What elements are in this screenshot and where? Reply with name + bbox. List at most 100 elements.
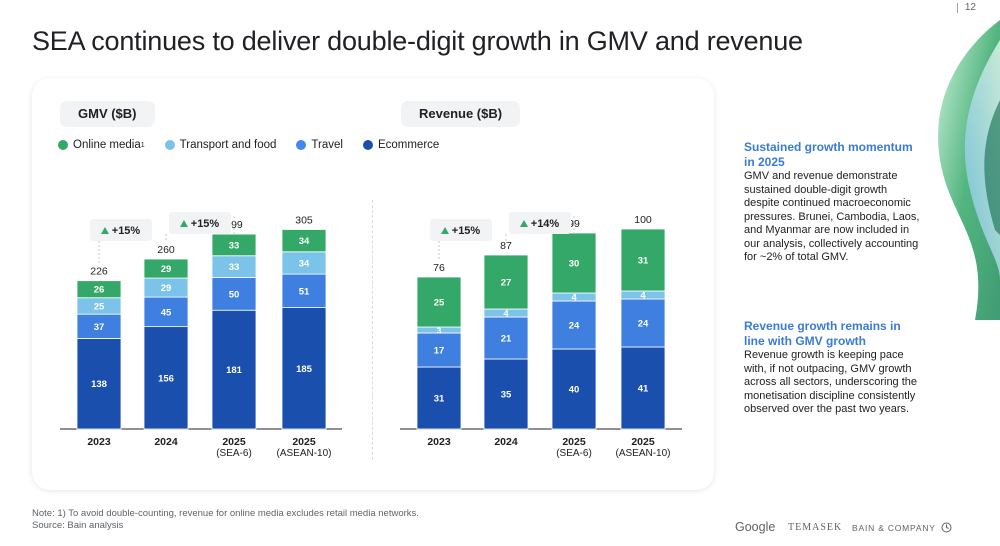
legend-item-travel: Travel — [296, 139, 343, 151]
revenue-bar-travel-2 — [551, 300, 597, 350]
legend-label-transport-food: Transport and food — [179, 139, 277, 151]
revenue-data-label-transport-3: 4 — [640, 291, 646, 302]
travel-swatch-icon — [296, 140, 307, 150]
revenue-bar-ecommerce-2 — [551, 348, 597, 430]
revenue-bar-travel-1 — [483, 316, 529, 360]
gmv-bar-travel-0 — [76, 313, 122, 339]
revenue-total-label-0: 76 — [433, 262, 445, 274]
gmv-data-label-travel-3: 51 — [299, 286, 310, 297]
gmv-growth-badge-0 — [90, 219, 152, 241]
revenue-bar-ecommerce-1 — [483, 358, 529, 430]
gmv-data-label-travel-1: 45 — [161, 307, 172, 318]
chart-divider — [372, 200, 373, 460]
revenue-data-label-online-2: 30 — [569, 259, 580, 270]
revenue-growth-up-icon-0 — [441, 227, 449, 234]
revenue-data-label-transport-2: 4 — [571, 293, 577, 304]
revenue-growth-badge-0 — [430, 219, 492, 241]
legend-label-ecommerce: Ecommerce — [377, 139, 440, 151]
gmv-tick-label-3-1: (ASEAN-10) — [276, 448, 331, 459]
footnote-note: Note: 1) To avoid double-counting, reven… — [32, 508, 419, 519]
chart-legend: Online media 1 Transport and food Travel … — [58, 139, 459, 151]
revenue-total-label-1: 87 — [500, 240, 512, 252]
revenue-bar-ecommerce-0 — [416, 366, 462, 430]
insight-text-1: GMV and revenue demonstrate sustained do… — [744, 170, 920, 263]
gmv-growth-up-icon-1 — [180, 220, 188, 227]
gmv-chart-label: GMV ($B) — [60, 101, 155, 127]
revenue-bar-online-3 — [620, 228, 666, 292]
revenue-growth-badge-1 — [509, 212, 571, 234]
revenue-data-label-ecommerce-0: 31 — [434, 394, 445, 405]
gmv-total-label-1: 260 — [157, 244, 175, 256]
revenue-data-label-online-1: 27 — [501, 278, 512, 289]
revenue-data-label-ecommerce-3: 41 — [638, 384, 649, 395]
gmv-bar-ecommerce-1 — [143, 326, 189, 430]
legend-label-travel: Travel — [311, 139, 343, 151]
gmv-tick-label-2-1: (SEA-6) — [216, 448, 252, 459]
revenue-data-label-online-3: 31 — [638, 256, 649, 267]
gmv-data-label-transport-3: 34 — [299, 258, 310, 269]
insight-block-2: Revenue growth remains in line with GMV … — [744, 319, 920, 417]
insight-heading-1: Sustained growth momentum in 2025 — [744, 140, 913, 169]
revenue-tick-label-3-0: 2025 — [631, 436, 655, 448]
gmv-data-label-travel-2: 50 — [229, 289, 240, 300]
gmv-tick-label-1-0: 2024 — [154, 436, 178, 448]
gmv-data-label-online-3: 34 — [299, 236, 310, 247]
gmv-data-label-travel-0: 37 — [94, 322, 105, 333]
gmv-bar-ecommerce-2 — [211, 309, 257, 430]
footnote: Note: 1) To avoid double-counting, reven… — [32, 508, 419, 532]
ecommerce-swatch-icon — [362, 140, 373, 150]
revenue-bar-travel-3 — [620, 298, 666, 348]
revenue-tick-label-1-0: 2024 — [494, 436, 518, 448]
gmv-tick-label-2-0: 2025 — [222, 436, 246, 448]
bain-circle-icon — [941, 522, 952, 533]
legend-item-ecommerce: Ecommerce — [362, 139, 440, 151]
footnote-source: Source: Bain analysis — [32, 520, 124, 531]
revenue-bar-online-1 — [483, 254, 529, 310]
revenue-chart-label: Revenue ($B) — [401, 101, 521, 127]
gmv-bar-online-0 — [76, 280, 122, 299]
gmv-bar-online-1 — [143, 258, 189, 279]
gmv-growth-badge-1 — [169, 212, 231, 234]
legend-item-transport-food: Transport and food — [164, 139, 277, 151]
revenue-bar-ecommerce-3 — [620, 346, 666, 430]
revenue-tick-label-2-1: (SEA-6) — [556, 448, 592, 459]
gmv-data-label-transport-2: 33 — [229, 262, 240, 273]
gmv-total-label-0: 226 — [90, 266, 108, 278]
gmv-growth-label-1: +15% — [191, 218, 220, 230]
revenue-bar-online-0 — [416, 276, 462, 328]
gmv-bar-travel-2 — [211, 277, 257, 311]
gmv-tick-label-3-0: 2025 — [292, 436, 316, 448]
gmv-growth-label-0: +15% — [112, 225, 141, 237]
online-media-swatch-icon — [58, 140, 68, 150]
gmv-data-label-ecommerce-3: 185 — [296, 364, 313, 375]
revenue-data-label-travel-1: 21 — [501, 334, 512, 345]
revenue-tick-label-3-1: (ASEAN-10) — [615, 448, 670, 459]
bain-logo: BAIN & COMPANY — [852, 523, 936, 533]
page-title: SEA continues to deliver double-digit gr… — [32, 26, 803, 56]
gmv-growth-up-icon-0 — [101, 227, 109, 234]
revenue-data-label-travel-2: 24 — [569, 321, 580, 332]
revenue-data-label-ecommerce-1: 35 — [501, 390, 512, 401]
revenue-data-label-travel-3: 24 — [638, 319, 649, 330]
revenue-tick-label-0-0: 2023 — [427, 436, 451, 448]
google-logo: Google — [735, 520, 776, 534]
revenue-growth-label-0: +15% — [452, 225, 481, 237]
gmv-data-label-online-2: 33 — [229, 240, 240, 251]
revenue-data-label-transport-1: 4 — [503, 309, 509, 320]
gmv-data-label-online-1: 29 — [161, 264, 172, 275]
page-number: 12 — [956, 2, 976, 13]
decorative-ribbon-graphic — [938, 20, 1000, 320]
gmv-bar-travel-3 — [281, 273, 327, 308]
gmv-data-label-transport-0: 25 — [94, 301, 105, 312]
revenue-data-label-transport-0: 3 — [437, 327, 442, 336]
legend-footnote-marker: 1 — [140, 141, 145, 149]
temasek-logo: TEMASEK — [788, 522, 843, 533]
gmv-total-label-3: 305 — [295, 215, 313, 227]
gmv-data-label-transport-1: 29 — [161, 283, 172, 294]
gmv-bar-online-3 — [281, 229, 327, 253]
revenue-growth-up-icon-1 — [520, 220, 528, 227]
legend-label-online-media: Online media — [73, 139, 141, 151]
transport-food-swatch-icon — [164, 140, 175, 150]
revenue-data-label-online-0: 25 — [434, 298, 445, 309]
